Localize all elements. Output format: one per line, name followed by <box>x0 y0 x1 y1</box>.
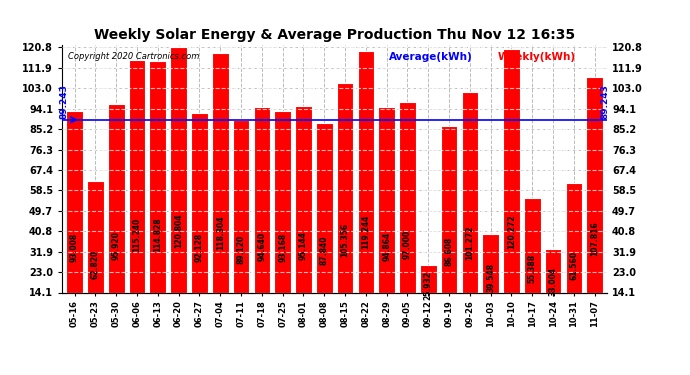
Text: 89.120: 89.120 <box>237 235 246 264</box>
Text: 97.000: 97.000 <box>403 230 412 260</box>
Bar <box>128 60 146 292</box>
Bar <box>524 198 541 292</box>
Text: 87.840: 87.840 <box>319 236 328 265</box>
Bar <box>337 83 353 292</box>
Bar <box>87 180 104 292</box>
Bar <box>253 107 270 292</box>
Bar <box>545 249 562 292</box>
Bar <box>170 47 187 292</box>
Text: 107.816: 107.816 <box>590 221 599 256</box>
Text: Weekly(kWh): Weekly(kWh) <box>498 53 576 62</box>
Bar <box>399 102 416 292</box>
Text: Average(kWh): Average(kWh) <box>389 53 473 62</box>
Bar <box>420 265 437 292</box>
Text: 94.864: 94.864 <box>382 231 391 261</box>
Text: 93.008: 93.008 <box>70 232 79 262</box>
Bar <box>295 106 312 292</box>
Bar <box>275 111 291 292</box>
Text: 120.804: 120.804 <box>174 214 183 249</box>
Bar <box>108 105 124 292</box>
Bar <box>66 111 83 292</box>
Text: Copyright 2020 Cartronics.com: Copyright 2020 Cartronics.com <box>68 53 199 62</box>
Bar <box>378 107 395 292</box>
Text: 25.932: 25.932 <box>424 271 433 300</box>
Text: 86.608: 86.608 <box>444 236 453 266</box>
Text: 119.244: 119.244 <box>362 215 371 249</box>
Bar <box>316 123 333 292</box>
Text: 89.243: 89.243 <box>600 84 610 118</box>
Bar <box>503 48 520 292</box>
Bar <box>482 234 499 292</box>
Text: 118.304: 118.304 <box>216 215 225 250</box>
Text: 120.272: 120.272 <box>507 214 516 249</box>
Bar <box>150 61 166 292</box>
Bar <box>357 51 374 292</box>
Text: 95.144: 95.144 <box>299 231 308 261</box>
Bar <box>212 53 228 292</box>
Text: 114.828: 114.828 <box>153 217 162 252</box>
Title: Weekly Solar Energy & Average Production Thu Nov 12 16:35: Weekly Solar Energy & Average Production… <box>94 28 575 42</box>
Bar <box>586 77 603 292</box>
Text: 95.920: 95.920 <box>112 231 121 260</box>
Text: 115.240: 115.240 <box>132 217 141 252</box>
Text: 55.388: 55.388 <box>528 254 537 284</box>
Text: 62.820: 62.820 <box>91 250 100 279</box>
Bar <box>191 113 208 292</box>
Bar <box>441 126 457 292</box>
Bar <box>566 183 582 292</box>
Text: 92.128: 92.128 <box>195 233 204 262</box>
Bar <box>462 92 478 292</box>
Text: 101.272: 101.272 <box>465 225 475 260</box>
Text: 93.168: 93.168 <box>278 232 287 262</box>
Bar <box>233 120 249 292</box>
Text: 94.640: 94.640 <box>257 232 266 261</box>
Text: 39.548: 39.548 <box>486 263 495 292</box>
Text: 105.356: 105.356 <box>341 223 350 257</box>
Text: 33.004: 33.004 <box>549 267 558 296</box>
Text: 89.243: 89.243 <box>59 84 69 118</box>
Text: 61.560: 61.560 <box>569 251 578 280</box>
